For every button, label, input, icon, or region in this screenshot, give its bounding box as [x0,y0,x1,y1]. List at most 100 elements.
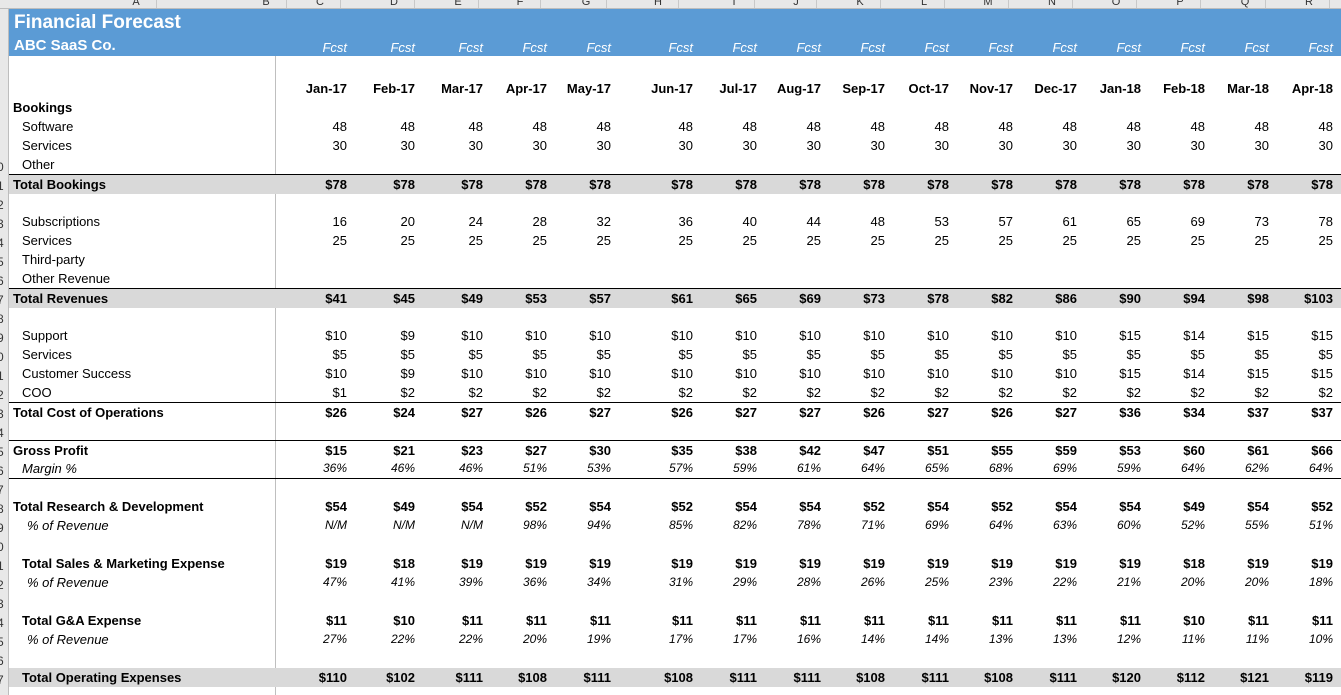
row-number[interactable]: 4 [0,234,8,253]
table-cell[interactable]: 25 [1062,233,1077,248]
table-cell[interactable]: 60% [1116,518,1141,532]
table-cell[interactable]: 30 [332,138,347,153]
row-label[interactable]: Total G&A Expense [22,613,142,628]
table-cell[interactable]: $10 [525,366,547,381]
table-cell[interactable]: $2 [678,385,693,400]
table-cell[interactable]: $11 [526,613,547,628]
row-number[interactable]: 2 [0,386,8,405]
table-cell[interactable]: 25 [1254,233,1269,248]
table-cell[interactable]: $11 [590,613,611,628]
table-cell[interactable]: $26 [325,405,347,420]
table-cell[interactable]: 57 [998,214,1013,229]
row-number[interactable]: 5 [0,443,8,462]
month-header[interactable]: Nov-17 [969,81,1013,96]
table-cell[interactable]: $11 [326,613,347,628]
row-number[interactable]: 1 [0,367,8,386]
month-header[interactable]: Apr-17 [505,81,547,96]
table-cell[interactable]: 48 [1254,119,1269,134]
table-cell[interactable]: $78 [671,177,693,192]
table-cell[interactable]: 48 [806,119,821,134]
column-header-g[interactable]: G [566,0,607,8]
table-cell[interactable]: 69 [1190,214,1205,229]
table-cell[interactable]: $15 [1119,328,1141,343]
sheet-title[interactable]: Financial Forecast [14,12,181,33]
forecast-label[interactable]: Fcst [1308,40,1333,55]
month-header[interactable]: Jul-17 [719,81,757,96]
table-cell[interactable]: $78 [863,177,885,192]
table-cell[interactable]: $5 [596,347,611,362]
row-number[interactable]: 0 [0,538,8,557]
row-number[interactable]: 9 [0,329,8,348]
table-cell[interactable]: $52 [991,499,1013,514]
row-number[interactable]: 8 [0,500,8,519]
month-header[interactable]: Oct-17 [908,81,949,96]
table-cell[interactable]: 25 [400,233,415,248]
table-cell[interactable]: 28 [532,214,547,229]
table-cell[interactable]: $61 [1247,443,1269,458]
row-number[interactable]: 7 [0,291,8,310]
table-cell[interactable]: $52 [525,499,547,514]
row-label[interactable]: Total Cost of Operations [13,405,164,420]
table-cell[interactable]: 57% [668,461,693,475]
table-cell[interactable]: $11 [1248,613,1269,628]
table-cell[interactable]: $5 [1126,347,1141,362]
table-cell[interactable]: $11 [462,613,483,628]
table-cell[interactable]: 30 [1318,138,1333,153]
table-cell[interactable]: 65 [1126,214,1141,229]
table-cell[interactable]: 85% [668,518,693,532]
table-cell[interactable]: 29% [732,575,757,589]
table-cell[interactable]: $14 [1183,366,1205,381]
table-cell[interactable]: $27 [525,443,547,458]
table-cell[interactable]: $110 [318,670,347,685]
row-number[interactable]: 6 [0,462,8,481]
table-cell[interactable]: $10 [1183,613,1205,628]
table-cell[interactable]: 27% [322,632,347,646]
row-label[interactable]: Services [22,138,72,153]
table-cell[interactable]: 51% [522,461,547,475]
table-cell[interactable]: $37 [1247,405,1269,420]
table-cell[interactable]: $19 [927,556,949,571]
table-cell[interactable]: $18 [393,556,415,571]
table-cell[interactable]: 25 [468,233,483,248]
table-cell[interactable]: 53 [934,214,949,229]
table-cell[interactable]: 48 [332,119,347,134]
table-cell[interactable]: $11 [1120,613,1141,628]
row-number[interactable]: 2 [0,576,8,595]
table-cell[interactable]: 30 [678,138,693,153]
table-cell[interactable]: N/M [393,518,415,532]
table-cell[interactable]: $15 [1119,366,1141,381]
column-header-f[interactable]: F [500,0,541,8]
table-cell[interactable]: 16% [796,632,821,646]
table-cell[interactable]: N/M [461,518,483,532]
table-cell[interactable]: $5 [532,347,547,362]
column-header-p[interactable]: P [1160,0,1201,8]
table-cell[interactable]: $2 [1190,385,1205,400]
table-cell[interactable]: $19 [1311,556,1333,571]
table-cell[interactable]: $10 [991,328,1013,343]
row-label[interactable]: % of Revenue [27,518,109,533]
table-cell[interactable]: $78 [927,291,949,306]
table-cell[interactable]: 94% [586,518,611,532]
table-cell[interactable]: 17% [668,632,693,646]
table-cell[interactable]: 78 [1318,214,1333,229]
table-cell[interactable]: $121 [1240,670,1269,685]
table-cell[interactable]: 30 [596,138,611,153]
table-cell[interactable]: $9 [400,366,415,381]
table-cell[interactable]: 32 [596,214,611,229]
column-header-r[interactable]: R [1289,0,1330,8]
row-label[interactable]: Software [22,119,74,134]
table-cell[interactable]: $19 [863,556,885,571]
row-number[interactable]: 7 [0,671,8,690]
column-header-o[interactable]: O [1096,0,1137,8]
table-cell[interactable]: $26 [863,405,885,420]
table-cell[interactable]: $82 [991,291,1013,306]
table-cell[interactable]: $78 [393,177,415,192]
table-cell[interactable]: 64% [988,518,1013,532]
table-cell[interactable]: $19 [799,556,821,571]
table-cell[interactable]: $10 [799,328,821,343]
row-number[interactable]: 3 [0,405,8,424]
row-number[interactable]: 6 [0,652,8,671]
table-cell[interactable]: 48 [1062,119,1077,134]
table-cell[interactable]: $10 [393,613,415,628]
table-cell[interactable]: $2 [1126,385,1141,400]
